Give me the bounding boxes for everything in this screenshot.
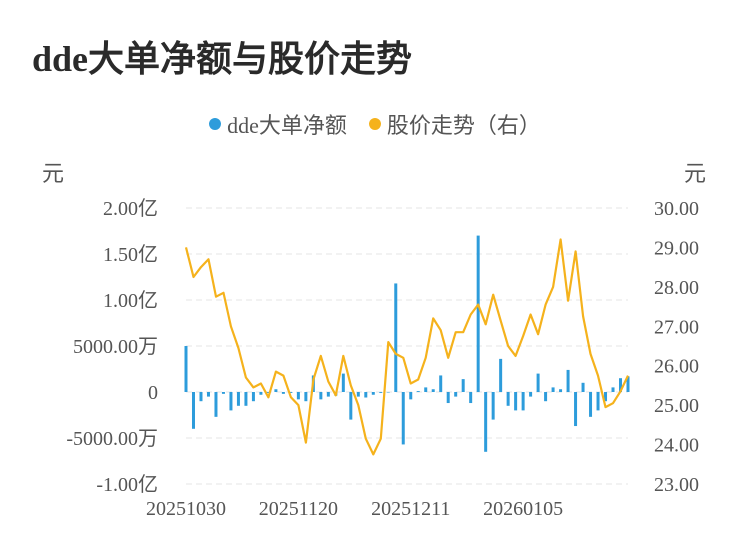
bar (469, 392, 473, 404)
bar (401, 392, 405, 445)
bar (626, 376, 630, 392)
bar (236, 392, 240, 406)
right-tick-label: 29.00 (654, 237, 699, 259)
bar (371, 392, 375, 395)
bar (326, 392, 330, 397)
bar (544, 392, 548, 402)
bar (611, 387, 615, 392)
legend-item-dde[interactable]: dde大单净额 (209, 108, 347, 140)
legend-dot-dde (209, 118, 222, 130)
bar (304, 392, 308, 402)
bar (461, 379, 465, 392)
bar (416, 391, 420, 392)
bar (446, 392, 450, 404)
legend: dde大单净额 股价走势（右） (0, 108, 750, 140)
bar (206, 392, 210, 397)
bar (559, 389, 563, 392)
bar (604, 392, 608, 402)
bar (199, 392, 203, 402)
left-tick-label: -5000.00万 (66, 428, 158, 450)
right-tick-label: 23.00 (654, 474, 699, 496)
left-tick-label: 5000.00万 (73, 336, 158, 358)
left-tick-label: 0 (148, 382, 158, 404)
bar (184, 346, 188, 392)
bar (349, 392, 353, 420)
bar (619, 378, 623, 392)
left-axis-unit: 元 (42, 161, 65, 186)
bar (484, 392, 488, 452)
bar (296, 392, 300, 400)
left-tick-label: 2.00亿 (103, 197, 158, 220)
right-tick-label: 24.00 (654, 435, 699, 457)
right-tick-label: 30.00 (654, 198, 699, 220)
bar (424, 387, 428, 392)
bar (514, 392, 518, 411)
legend-item-price[interactable]: 股价走势（右） (368, 108, 541, 140)
right-tick-label: 28.00 (654, 277, 699, 299)
bar (566, 369, 570, 392)
bar (341, 373, 345, 392)
bar (229, 392, 233, 411)
right-tick-label: 27.00 (654, 316, 699, 338)
right-axis-unit: 元 (684, 161, 707, 186)
bar (379, 392, 383, 393)
bar (491, 392, 495, 420)
bar (364, 392, 368, 398)
bar (386, 392, 390, 393)
legend-dot-price (368, 118, 381, 130)
bar (289, 392, 293, 393)
bar (259, 392, 263, 395)
bar (319, 392, 323, 400)
bar (244, 392, 248, 406)
bar (409, 392, 413, 400)
bar (506, 392, 510, 406)
bar (394, 283, 398, 392)
bar (596, 392, 600, 411)
right-tick-label: 26.00 (654, 356, 699, 378)
chart-title: dde大单净额与股价走势 (32, 39, 413, 79)
bar (529, 392, 533, 397)
bar (476, 235, 480, 392)
bar (214, 392, 218, 417)
bar (356, 392, 360, 397)
bar (281, 392, 285, 394)
bar (221, 392, 225, 394)
bar (439, 375, 443, 392)
bar (251, 392, 255, 402)
bar (521, 392, 525, 411)
bar (536, 373, 540, 392)
legend-label-dde: dde大单净额 (227, 113, 347, 138)
bar (191, 392, 195, 429)
bar (589, 392, 593, 417)
left-tick-label: 1.00亿 (103, 289, 158, 312)
bar (266, 392, 270, 393)
x-tick-label: 20251120 (259, 498, 338, 520)
bar (581, 382, 585, 392)
x-tick-label: 20251211 (371, 498, 450, 520)
bar (551, 387, 555, 392)
price-line (184, 238, 629, 456)
bar (431, 389, 435, 392)
right-tick-label: 25.00 (654, 395, 699, 417)
x-tick-label: 20251030 (146, 498, 226, 520)
x-tick-label: 20260105 (483, 498, 563, 520)
legend-label-price: 股价走势（右） (386, 113, 541, 138)
left-tick-label: -1.00亿 (96, 473, 158, 496)
bar (274, 389, 278, 392)
bar (454, 392, 458, 397)
left-tick-label: 1.50亿 (103, 243, 158, 266)
bar (574, 392, 578, 427)
bar (499, 358, 503, 392)
